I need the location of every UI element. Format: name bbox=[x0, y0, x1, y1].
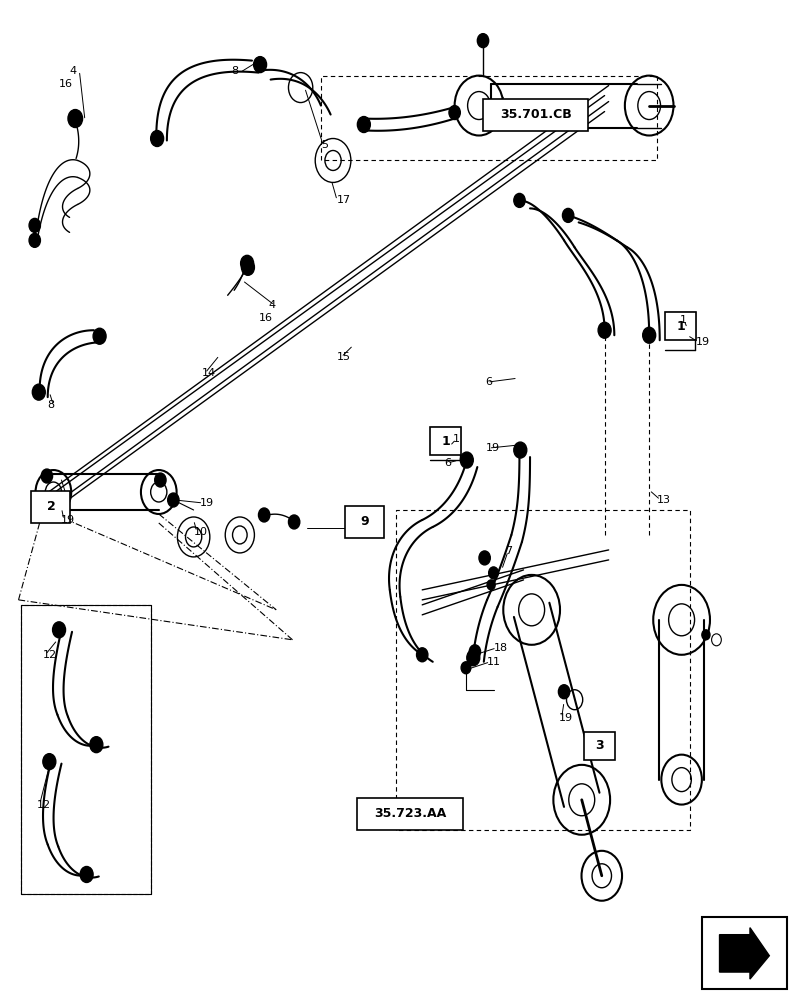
Bar bbox=[345, 506, 384, 538]
Text: 13: 13 bbox=[656, 495, 671, 505]
Text: 4: 4 bbox=[268, 300, 275, 310]
Circle shape bbox=[29, 233, 41, 247]
Bar bbox=[32, 491, 71, 523]
Text: 12: 12 bbox=[36, 800, 50, 810]
Bar bbox=[430, 427, 461, 455]
Circle shape bbox=[41, 469, 53, 483]
Circle shape bbox=[29, 218, 41, 232]
Circle shape bbox=[562, 208, 573, 222]
Text: 19: 19 bbox=[485, 443, 499, 453]
Circle shape bbox=[32, 384, 45, 400]
Circle shape bbox=[461, 662, 470, 674]
Circle shape bbox=[357, 117, 370, 133]
Circle shape bbox=[478, 551, 490, 565]
Circle shape bbox=[477, 34, 488, 48]
Circle shape bbox=[513, 442, 526, 458]
Circle shape bbox=[513, 193, 525, 207]
Bar bbox=[21, 605, 151, 894]
Text: 19: 19 bbox=[200, 498, 214, 508]
Text: 16: 16 bbox=[258, 313, 272, 323]
Circle shape bbox=[701, 630, 709, 640]
Text: 10: 10 bbox=[193, 527, 208, 537]
Circle shape bbox=[487, 580, 495, 590]
Text: 3: 3 bbox=[594, 739, 603, 752]
Text: 8: 8 bbox=[231, 66, 238, 76]
Text: 4: 4 bbox=[70, 66, 76, 76]
Text: 2: 2 bbox=[46, 500, 55, 513]
Text: 1: 1 bbox=[679, 315, 686, 325]
Text: 11: 11 bbox=[487, 657, 500, 667]
Circle shape bbox=[90, 737, 103, 753]
Bar bbox=[483, 99, 588, 131]
Text: 35.701.CB: 35.701.CB bbox=[500, 108, 571, 121]
Circle shape bbox=[416, 648, 427, 662]
Text: 8: 8 bbox=[48, 400, 55, 410]
Circle shape bbox=[241, 259, 254, 275]
Circle shape bbox=[53, 622, 66, 638]
Text: 19: 19 bbox=[694, 337, 709, 347]
Circle shape bbox=[253, 57, 266, 73]
Text: 19: 19 bbox=[558, 713, 572, 723]
Circle shape bbox=[460, 452, 473, 468]
Circle shape bbox=[155, 473, 166, 487]
Bar bbox=[357, 798, 462, 830]
Circle shape bbox=[68, 110, 83, 128]
Bar bbox=[21, 605, 151, 894]
Text: 5: 5 bbox=[320, 140, 328, 150]
Circle shape bbox=[288, 515, 299, 529]
Bar bbox=[664, 312, 695, 340]
Circle shape bbox=[258, 508, 269, 522]
Circle shape bbox=[558, 685, 569, 699]
Text: 17: 17 bbox=[337, 195, 351, 205]
Text: 1: 1 bbox=[453, 434, 460, 444]
Circle shape bbox=[598, 322, 611, 338]
Text: 19: 19 bbox=[61, 515, 75, 525]
Circle shape bbox=[93, 328, 106, 344]
Text: 35.723.AA: 35.723.AA bbox=[374, 807, 445, 820]
Text: 16: 16 bbox=[59, 79, 73, 89]
Text: 1: 1 bbox=[676, 320, 684, 333]
Bar bbox=[701, 917, 786, 989]
Bar bbox=[584, 732, 615, 760]
Circle shape bbox=[466, 650, 479, 666]
Circle shape bbox=[679, 319, 692, 335]
Text: 6: 6 bbox=[485, 377, 491, 387]
Circle shape bbox=[642, 327, 654, 343]
Polygon shape bbox=[719, 928, 768, 979]
Circle shape bbox=[488, 567, 498, 579]
Circle shape bbox=[446, 435, 459, 451]
Circle shape bbox=[43, 754, 56, 770]
Text: 6: 6 bbox=[444, 458, 451, 468]
Text: 15: 15 bbox=[337, 352, 350, 362]
Text: 1: 1 bbox=[441, 435, 449, 448]
Text: 9: 9 bbox=[360, 515, 368, 528]
Text: 18: 18 bbox=[493, 643, 507, 653]
Circle shape bbox=[168, 493, 178, 507]
Text: 7: 7 bbox=[504, 546, 512, 556]
Text: 12: 12 bbox=[43, 650, 57, 660]
Circle shape bbox=[448, 106, 460, 120]
Circle shape bbox=[469, 645, 480, 659]
Circle shape bbox=[151, 131, 164, 146]
Circle shape bbox=[240, 255, 253, 271]
Circle shape bbox=[80, 866, 93, 882]
Text: 14: 14 bbox=[201, 368, 216, 378]
